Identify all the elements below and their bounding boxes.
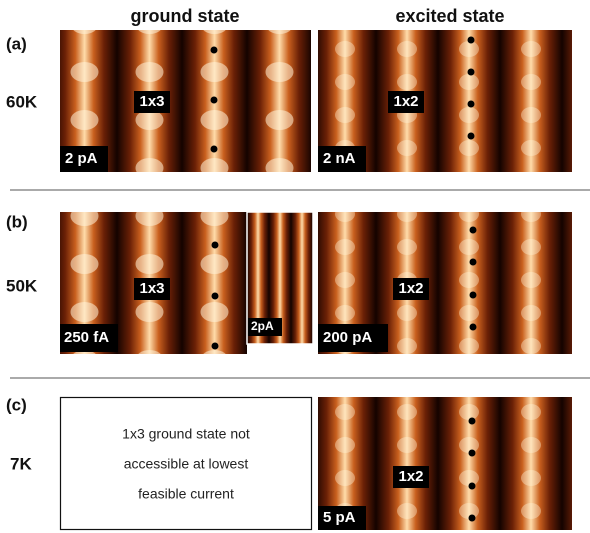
phase-label: 1x3 xyxy=(139,280,164,297)
figure: ground state excited state (a) 60K 1x3 2… xyxy=(0,0,590,533)
row-label: (b) xyxy=(6,212,28,231)
column-header: excited state xyxy=(395,6,504,26)
phase-label: 1x2 xyxy=(398,280,423,297)
phase-label: 1x2 xyxy=(393,93,418,110)
temperature: 7K xyxy=(10,454,32,473)
note-line: 1x3 ground state not xyxy=(122,426,250,442)
current-label: 2 nA xyxy=(323,150,356,167)
temperature: 60K xyxy=(6,92,38,111)
current-label: 250 fA xyxy=(64,329,109,346)
phase-label: 1x3 xyxy=(139,93,164,110)
current-label: 5 pA xyxy=(323,509,356,526)
note-line: feasible current xyxy=(138,486,234,502)
column-header: ground state xyxy=(130,6,239,26)
inset-label: 2pA xyxy=(251,319,274,333)
row-label: (c) xyxy=(6,395,27,414)
temperature: 50K xyxy=(6,276,38,295)
note-line: accessible at lowest xyxy=(124,456,249,472)
row-label: (a) xyxy=(6,34,27,53)
phase-label: 1x2 xyxy=(398,468,423,485)
current-label: 2 pA xyxy=(65,150,98,167)
current-label: 200 pA xyxy=(323,329,372,346)
